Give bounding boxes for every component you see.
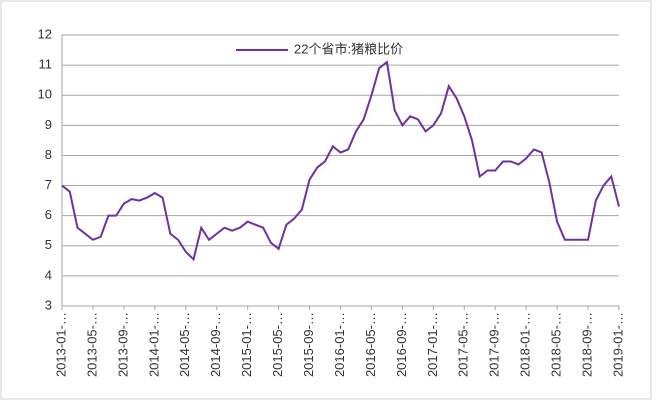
x-tick-label: 2014-09-… <box>208 312 223 377</box>
x-tick-label: 2016-09-… <box>394 312 409 377</box>
x-tick-label: 2014-01-… <box>146 312 161 377</box>
x-tick-label: 2015-09-… <box>301 312 316 377</box>
x-tick-label: 2019-01-… <box>610 312 625 377</box>
line-series <box>61 60 620 262</box>
x-tick-label: 2017-05-… <box>456 312 471 377</box>
y-tick-label: 9 <box>45 117 52 132</box>
x-tick-label: 2015-01-… <box>239 312 254 377</box>
x-tick-label: 2014-05-… <box>177 312 192 377</box>
x-tick-label: 2015-05-… <box>270 312 285 377</box>
y-tick-label: 10 <box>38 87 52 102</box>
y-tick-label: 11 <box>39 57 53 72</box>
legend-label: 22个省市:猪粮比价 <box>294 41 403 56</box>
x-tick-label: 2018-05-… <box>549 312 564 377</box>
x-tick-label: 2013-05-… <box>84 312 99 377</box>
y-tick-label: 5 <box>45 237 52 252</box>
y-tick-label: 4 <box>45 267 52 282</box>
x-tick-label: 2017-09-… <box>487 312 502 377</box>
y-tick-label: 12 <box>38 26 52 41</box>
chart-border <box>0 0 652 400</box>
y-tick-label: 8 <box>45 147 52 162</box>
y-tick-label: 3 <box>45 297 52 312</box>
x-tick-label: 2013-09-… <box>115 312 130 377</box>
x-tick-label: 2017-01-… <box>425 312 440 377</box>
y-tick-label: 6 <box>45 207 52 222</box>
x-tick-label: 2016-01-… <box>332 312 347 377</box>
x-tick-label: 2018-01-… <box>518 312 533 377</box>
x-tick-label: 2013-01-… <box>53 312 68 377</box>
y-tick-label: 7 <box>45 177 52 192</box>
x-tick-label: 2018-09-… <box>579 312 594 377</box>
x-tick-label: 2016-05-… <box>363 312 378 377</box>
